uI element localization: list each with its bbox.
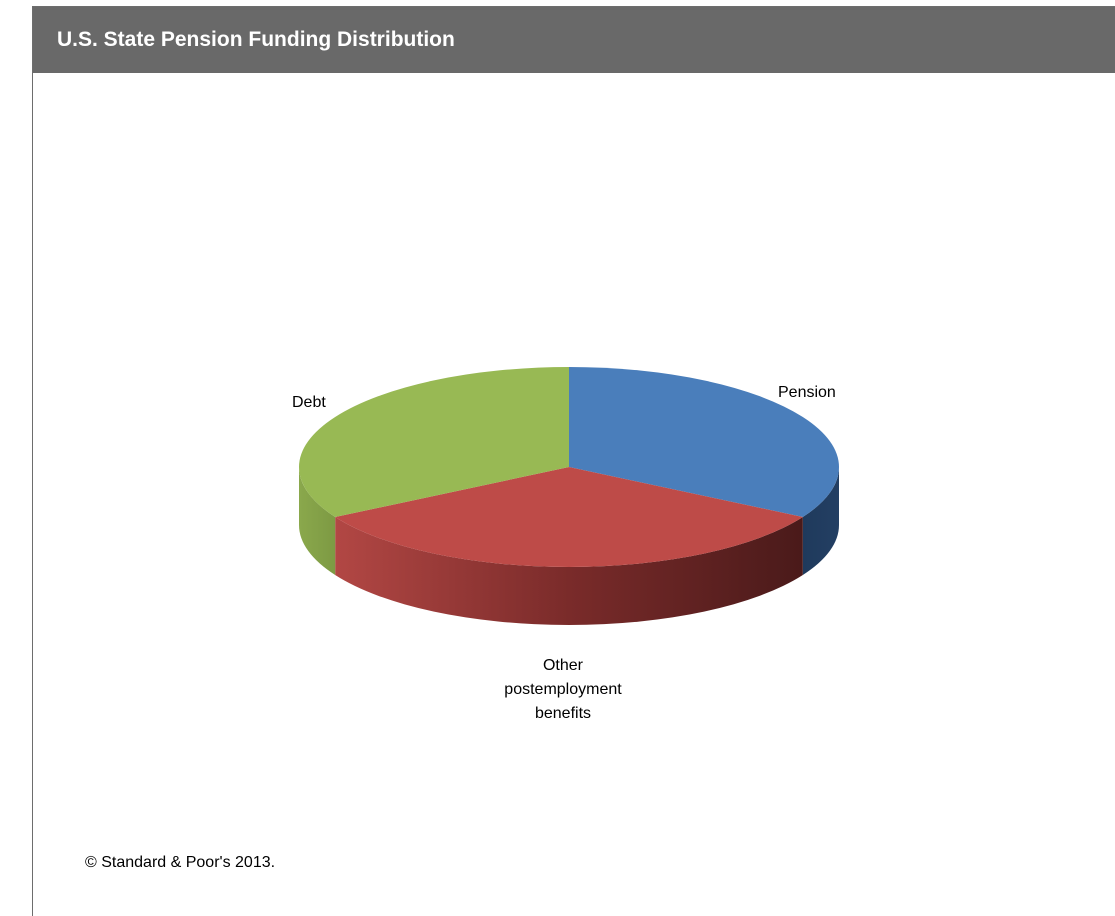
slice-opeb (335, 467, 803, 567)
slice-label-opeb: Other postemployment benefits (504, 657, 622, 722)
slice-pension (569, 367, 839, 517)
slice-side-pension (802, 467, 839, 575)
slice-label-pension: Pension (778, 384, 836, 401)
slice-debt (298, 367, 569, 517)
chart-title: U.S. State Pension Funding Distribution (33, 7, 1115, 73)
copyright-footer: © Standard & Poor's 2013. (85, 854, 276, 871)
slice-side-opeb (335, 517, 803, 625)
chart-frame: U.S. State Pension Funding Distribution (32, 6, 1115, 916)
slice-side-debt (299, 467, 336, 575)
slice-label-debt: Debt (292, 394, 326, 411)
